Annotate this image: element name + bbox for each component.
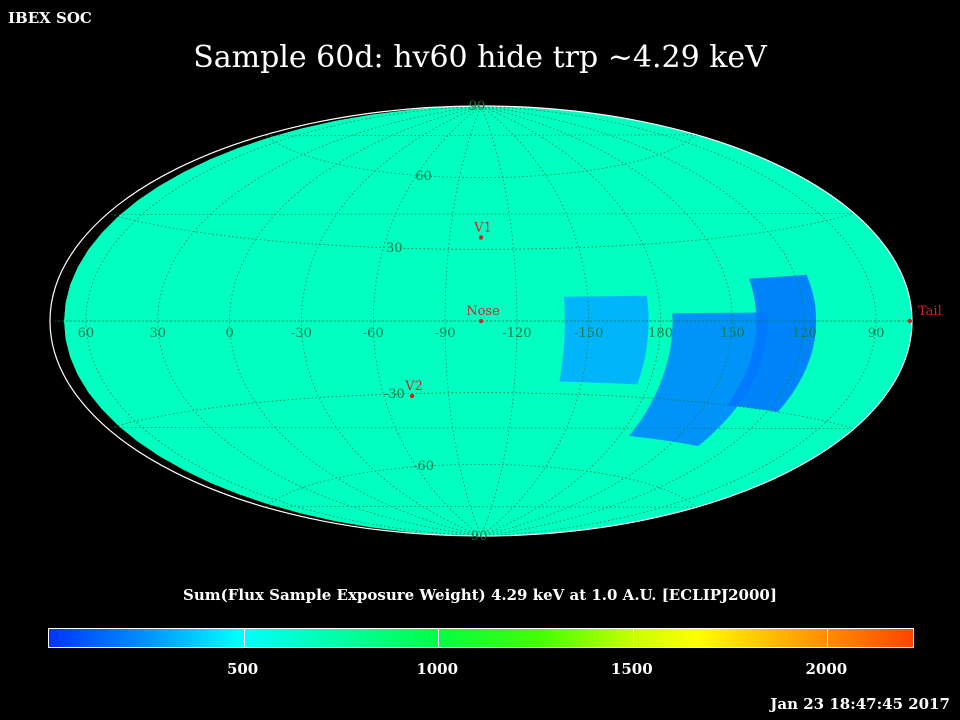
page-title: Sample 60d: hv60 hide trp ~4.29 keV: [193, 40, 767, 75]
header-label: IBEX SOC: [8, 9, 92, 27]
longitude-label: -150: [574, 326, 603, 341]
colorbar-tick: [827, 629, 829, 647]
graticule: [54, 106, 912, 536]
latitude-line: [111, 213, 855, 250]
longitude-label: -120: [502, 326, 531, 341]
colorbar: [48, 628, 914, 648]
flux-patches: [559, 274, 817, 447]
colorbar-title: Sum(Flux Sample Exposure Weight) 4.29 ke…: [183, 586, 777, 604]
latitude-line: [111, 392, 855, 429]
longitude-label: 120: [792, 326, 817, 341]
flux-patch: [629, 312, 769, 447]
marker-dot: [478, 318, 484, 324]
longitude-line: [480, 106, 733, 536]
longitude-line: [480, 106, 877, 536]
marker-label: V2: [404, 379, 423, 394]
marker-dot: [409, 393, 415, 399]
colorbar-tick-label: 2000: [805, 660, 848, 678]
latitude-label: -90: [467, 529, 488, 544]
marker-label: Tail: [918, 304, 942, 319]
longitude-line: [480, 106, 662, 536]
colorbar-tick-label: 1500: [610, 660, 653, 678]
longitude-line: [480, 106, 590, 536]
longitude-line: [480, 106, 805, 536]
longitude-label: 0: [225, 326, 233, 341]
marker-label: Nose: [466, 304, 500, 319]
graticule-labels: 90 60 30 -30 -60 -90 60 30 0 -30 -60 -90 -120 -150 180…: [78, 99, 885, 544]
colorbar-tick: [243, 629, 245, 647]
latitude-label: -30: [384, 387, 405, 402]
longitude-line: [300, 106, 482, 536]
latitude-label: -60: [413, 459, 434, 474]
longitude-line: [229, 106, 482, 536]
flux-patch: [559, 295, 649, 385]
marker-label: V1: [473, 220, 492, 235]
latitude-label: 60: [415, 169, 432, 184]
map-markers: V1 Nose V2 Tail: [404, 220, 942, 399]
colorbar-tick: [438, 629, 440, 647]
colorbar-tick-label: 500: [226, 660, 259, 678]
timestamp: Jan 23 18:47:45 2017: [770, 695, 950, 713]
latitude-label: 30: [386, 241, 403, 256]
colorbar-tick-label: 1000: [416, 660, 459, 678]
longitude-label: 90: [868, 326, 885, 341]
longitude-line: [372, 106, 482, 536]
marker-dot: [478, 235, 484, 240]
marker-dot: [907, 318, 913, 324]
longitude-label: 60: [78, 326, 95, 341]
longitude-line: [85, 106, 482, 536]
longitude-label: -90: [435, 326, 456, 341]
flux-patch: [727, 274, 817, 412]
longitude-label: 30: [149, 326, 166, 341]
sky-map: 90 60 30 -30 -60 -90 60 30 0 -30 -60 -90 -120 -150 180…: [49, 99, 942, 544]
latitude-label: 90: [469, 99, 486, 114]
longitude-label: -60: [363, 326, 384, 341]
colorbar-tick: [632, 629, 634, 647]
longitude-line: [157, 106, 482, 536]
longitude-label: 150: [720, 326, 745, 341]
longitude-label: -30: [291, 326, 312, 341]
longitude-label: 180: [648, 326, 673, 341]
